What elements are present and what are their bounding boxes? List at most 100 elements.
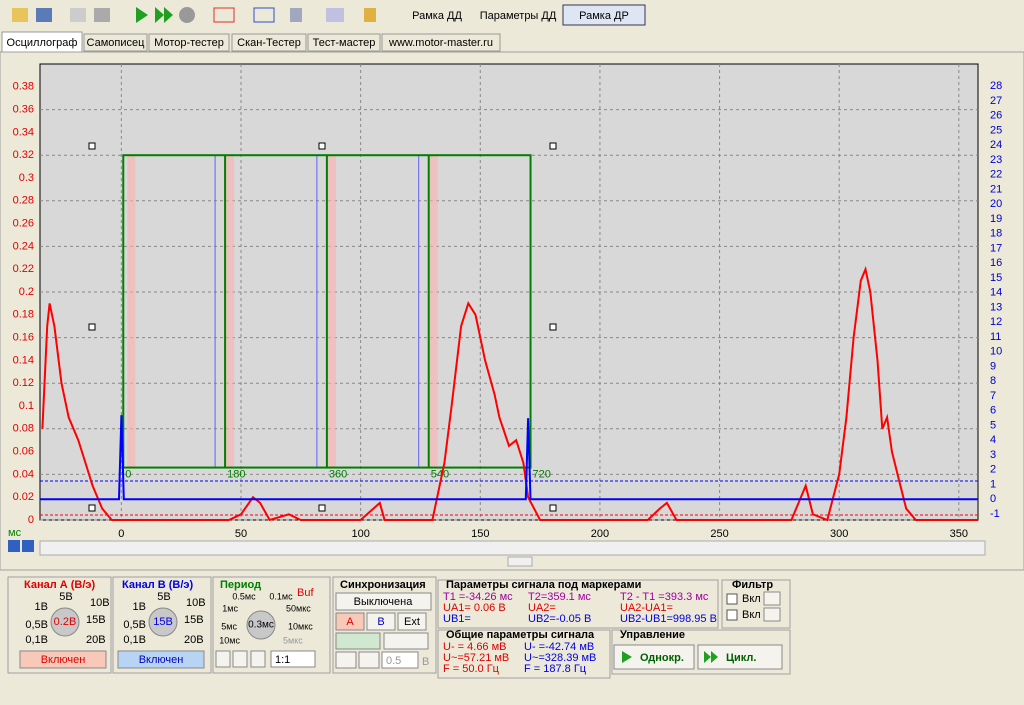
- zoom-button[interactable]: [8, 540, 20, 552]
- calc-icon[interactable]: [290, 8, 302, 22]
- toolbar-tab[interactable]: Рамка ДР: [579, 10, 629, 22]
- group-title: Параметры сигнала под маркерами: [446, 579, 641, 591]
- group-title: Канал А (В/э): [24, 579, 96, 591]
- marker-value: UA1= 0.06 В: [443, 602, 506, 614]
- sound-icon[interactable]: [364, 8, 376, 22]
- fast-icon[interactable]: [155, 7, 173, 23]
- trace: [41, 265, 978, 522]
- button-label[interactable]: Выключена: [354, 596, 414, 608]
- group-title: Канал В (В/э): [122, 579, 194, 591]
- tab[interactable]: [381, 33, 501, 52]
- tab-label[interactable]: Самописец: [87, 37, 146, 49]
- sync-b-button[interactable]: [366, 612, 396, 631]
- fall-edge-button[interactable]: [383, 632, 429, 650]
- dial-label: 5В: [59, 591, 72, 603]
- button-label[interactable]: A: [346, 616, 354, 628]
- group-title: Синхронизация: [340, 579, 426, 591]
- button-label[interactable]: B: [377, 616, 384, 628]
- ratio-value[interactable]: 1:1: [275, 654, 290, 666]
- resize-handle[interactable]: [88, 504, 96, 512]
- filter-checkbox[interactable]: [726, 593, 738, 605]
- scrollbar[interactable]: [39, 540, 986, 556]
- dial-label: 50мкс: [286, 603, 311, 613]
- dial-label: 0,5В: [25, 619, 48, 631]
- tab-label[interactable]: Скан-Тестер: [237, 37, 301, 49]
- tab[interactable]: [148, 33, 230, 52]
- trace: [40, 415, 978, 501]
- resize-handle[interactable]: [318, 142, 326, 150]
- marker-value: UB2=-0.05 В: [528, 613, 591, 625]
- level-value[interactable]: 0.5: [386, 655, 401, 667]
- dial[interactable]: [246, 610, 276, 640]
- resize-handle[interactable]: [318, 504, 326, 512]
- tab-label[interactable]: Мотор-тестер: [154, 37, 224, 49]
- y2-tick-label: 19: [990, 213, 1002, 225]
- resize-handle[interactable]: [549, 323, 557, 331]
- ratio-select[interactable]: [270, 650, 316, 668]
- level-input[interactable]: [381, 651, 419, 669]
- y2-tick-label: 3: [990, 449, 996, 461]
- y-tick-label: 0.32: [13, 149, 34, 161]
- button-label[interactable]: Включен: [41, 654, 86, 666]
- y-tick-label: 0.36: [13, 104, 34, 116]
- math-icon[interactable]: [326, 8, 344, 22]
- button-label[interactable]: Ext: [404, 616, 420, 628]
- dial[interactable]: [148, 607, 178, 637]
- x-tick-label: 200: [591, 528, 609, 540]
- dial-label: 0.5мс: [232, 591, 256, 601]
- print-icon[interactable]: [94, 8, 110, 22]
- button-label[interactable]: Включен: [139, 654, 184, 666]
- dial[interactable]: [50, 607, 80, 637]
- general-group: [437, 629, 611, 679]
- collapse-button[interactable]: [507, 556, 533, 567]
- button-label[interactable]: Цикл.: [726, 652, 756, 664]
- resize-handle[interactable]: [88, 323, 96, 331]
- rise-edge-button[interactable]: [335, 632, 381, 650]
- resize-handle[interactable]: [549, 504, 557, 512]
- page-button[interactable]: [250, 650, 266, 668]
- tab[interactable]: [83, 33, 148, 52]
- wave-b-icon[interactable]: [253, 7, 275, 23]
- sync-ext-button[interactable]: [397, 612, 427, 631]
- filter-settings[interactable]: [763, 607, 781, 622]
- sync-state-button[interactable]: [335, 592, 432, 611]
- save-icon[interactable]: [36, 8, 52, 22]
- preview-icon[interactable]: [70, 8, 86, 22]
- zoom-button[interactable]: [22, 540, 34, 552]
- play-icon[interactable]: [136, 7, 148, 23]
- stop-icon[interactable]: [179, 7, 195, 23]
- tab-label[interactable]: Тест-мастер: [313, 37, 376, 49]
- toolbar-tab-active[interactable]: [562, 4, 646, 26]
- y-tick-label: 0.08: [13, 423, 34, 435]
- y2-tick-label: 11: [990, 331, 1001, 343]
- resize-handle[interactable]: [88, 142, 96, 150]
- zoom-in[interactable]: [215, 650, 231, 668]
- channel-b-button[interactable]: [117, 650, 205, 669]
- sync-a-button[interactable]: [335, 612, 365, 631]
- toolbar-tab[interactable]: Рамка ДД: [412, 10, 462, 22]
- channel-a-button[interactable]: [19, 650, 107, 669]
- toolbar-tab[interactable]: Параметры ДД: [480, 10, 557, 22]
- tab[interactable]: [231, 33, 307, 52]
- button-label[interactable]: Однокр.: [640, 652, 684, 664]
- filter-settings[interactable]: [763, 591, 781, 606]
- zoom-out[interactable]: [232, 650, 248, 668]
- wave-a-icon[interactable]: [213, 7, 235, 23]
- y2-tick-label: 26: [990, 110, 1002, 122]
- filter-label: Вкл: [742, 609, 761, 621]
- tab[interactable]: [307, 33, 381, 52]
- resize-handle[interactable]: [549, 142, 557, 150]
- open-icon[interactable]: [12, 8, 28, 22]
- sync-mode-button[interactable]: [335, 651, 357, 669]
- tab-label[interactable]: Осциллограф: [7, 37, 78, 49]
- x-tick-label: 250: [710, 528, 728, 540]
- dial-label: 15В: [86, 614, 106, 626]
- tab-label[interactable]: www.motor-master.ru: [388, 37, 493, 49]
- dial-label: 10мс: [219, 635, 240, 645]
- toolbar-icons: [12, 7, 376, 23]
- filter-checkbox[interactable]: [726, 609, 738, 621]
- cylinder-zone: [127, 155, 136, 468]
- y-tick-label: 0.12: [13, 377, 34, 389]
- sync-mode-button[interactable]: [358, 651, 380, 669]
